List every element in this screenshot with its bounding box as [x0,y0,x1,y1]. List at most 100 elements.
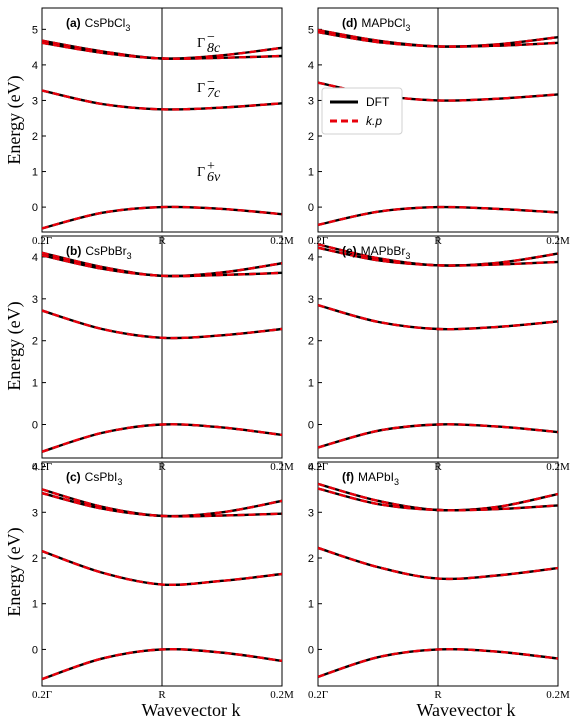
y-tick-label: 0 [308,419,314,431]
panel-letter: (b) [66,244,81,258]
y-tick-label: 4 [308,60,314,72]
kp-band-vb [318,205,558,227]
k-tick-label: 0.2M [546,689,570,701]
kp-band-he2 [42,254,282,278]
panels-group: 0123450.2ΓR0.2M(a)CsPbCl3Γ−8cΓ−7cΓ+6v012… [32,7,570,701]
panel-formula: CsPbI [85,470,118,484]
kp-band-so [42,89,282,111]
panel-letter: (a) [66,16,81,30]
bands-group [318,243,558,449]
k-tick-label: 0.2Γ [308,689,328,701]
band-label-main: Γ [197,81,205,96]
ylabel-row-3: Energy (eV) [4,527,25,616]
k-tick-label: R [158,689,166,701]
y-tick-label: 3 [32,95,38,107]
y-tick-label: 2 [308,131,314,143]
band-label-main: Γ [197,36,205,51]
band-label: Γ −7c [197,75,221,101]
kp-band-he2 [42,491,282,518]
kp-band-vb [42,205,282,230]
legend-dft-label: DFT [366,95,390,109]
panel-formula: MAPbI [358,470,394,484]
y-tick-label: 2 [308,553,314,565]
y-tick-label: 1 [32,167,38,179]
y-tick-label: 5 [32,24,38,36]
k-tick-label: 0.2Γ [32,689,52,701]
band-label-sub: 6v [207,170,221,185]
kp-band-so [318,81,558,102]
band-label-sup: − [207,75,215,90]
band-label: Γ −8c [197,30,221,56]
y-tick-label: 0 [32,202,38,214]
panel-title: (d) MAPbCl3 [342,16,410,33]
y-tick-label: 3 [308,507,314,519]
panel-formula-sub: 3 [405,23,410,33]
panel-title: (c) CsPbI3 [66,470,122,487]
band-label-sub: 7c [207,86,221,101]
y-tick-label: 3 [32,507,38,519]
y-tick-label: 2 [32,553,38,565]
y-tick-label: 4 [32,60,38,72]
panel-title: (e) MAPbBr3 [342,244,410,261]
kp-band-he2 [42,41,282,60]
kp-band-so [318,546,558,581]
y-tick-label: 0 [308,202,314,214]
y-tick-label: 2 [32,131,38,143]
k-tick-label: R [434,689,442,701]
kp-band-so [42,550,282,587]
panel-title: (f) MAPbI3 [342,470,399,487]
panel-letter: (c) [66,470,81,484]
xlabel-left: Wavevector k [142,700,241,720]
y-tick-label: 4 [32,252,38,264]
kp-band-he2 [318,246,558,267]
y-tick-label: 1 [308,378,314,390]
panel-formula-sub: 3 [117,477,122,487]
panel-formula-sub: 3 [125,23,130,33]
bands-group [42,251,282,453]
panel-formula-sub: 3 [405,251,410,261]
panel-letter: (f) [342,470,354,484]
panel-formula: MAPbCl [361,16,405,30]
band-label-main: Γ [197,165,205,180]
kp-band-vb [318,647,558,679]
panel-formula: CsPbCl [85,16,126,30]
ylabel-row-2: Energy (eV) [4,301,25,390]
y-tick-label: 4 [32,462,38,474]
y-tick-label: 1 [308,167,314,179]
panel-title: (b) CsPbBr3 [66,244,132,261]
y-tick-label: 1 [32,378,38,390]
k-tick-label: 0.2M [270,689,294,701]
y-tick-label: 1 [32,599,38,611]
y-tick-label: 3 [308,294,314,306]
band-label-sup: − [207,30,215,45]
panel-formula-sub: 3 [127,251,132,261]
y-tick-label: 3 [32,294,38,306]
panel-formula: CsPbBr [85,244,126,258]
bands-group [42,488,282,681]
y-tick-label: 3 [308,95,314,107]
bands-group [318,482,558,679]
panel-letter: (d) [342,16,357,30]
kp-band-he2 [318,487,558,512]
legend-kp-label: k.p [366,114,382,128]
y-tick-label: 0 [32,419,38,431]
y-tick-label: 1 [308,599,314,611]
bands-group [42,39,282,230]
band-label-sub: 8c [207,41,221,56]
y-tick-label: 4 [308,462,314,474]
band-label: Γ +6v [197,159,221,185]
y-tick-label: 0 [308,644,314,656]
panel-formula: MAPbBr [361,244,406,258]
kp-band-vb [42,423,282,453]
kp-band-so [318,303,558,331]
x-axis-labels: Wavevector k Wavevector k [142,700,516,720]
y-tick-label: 0 [32,644,38,656]
y-tick-label: 2 [32,336,38,348]
